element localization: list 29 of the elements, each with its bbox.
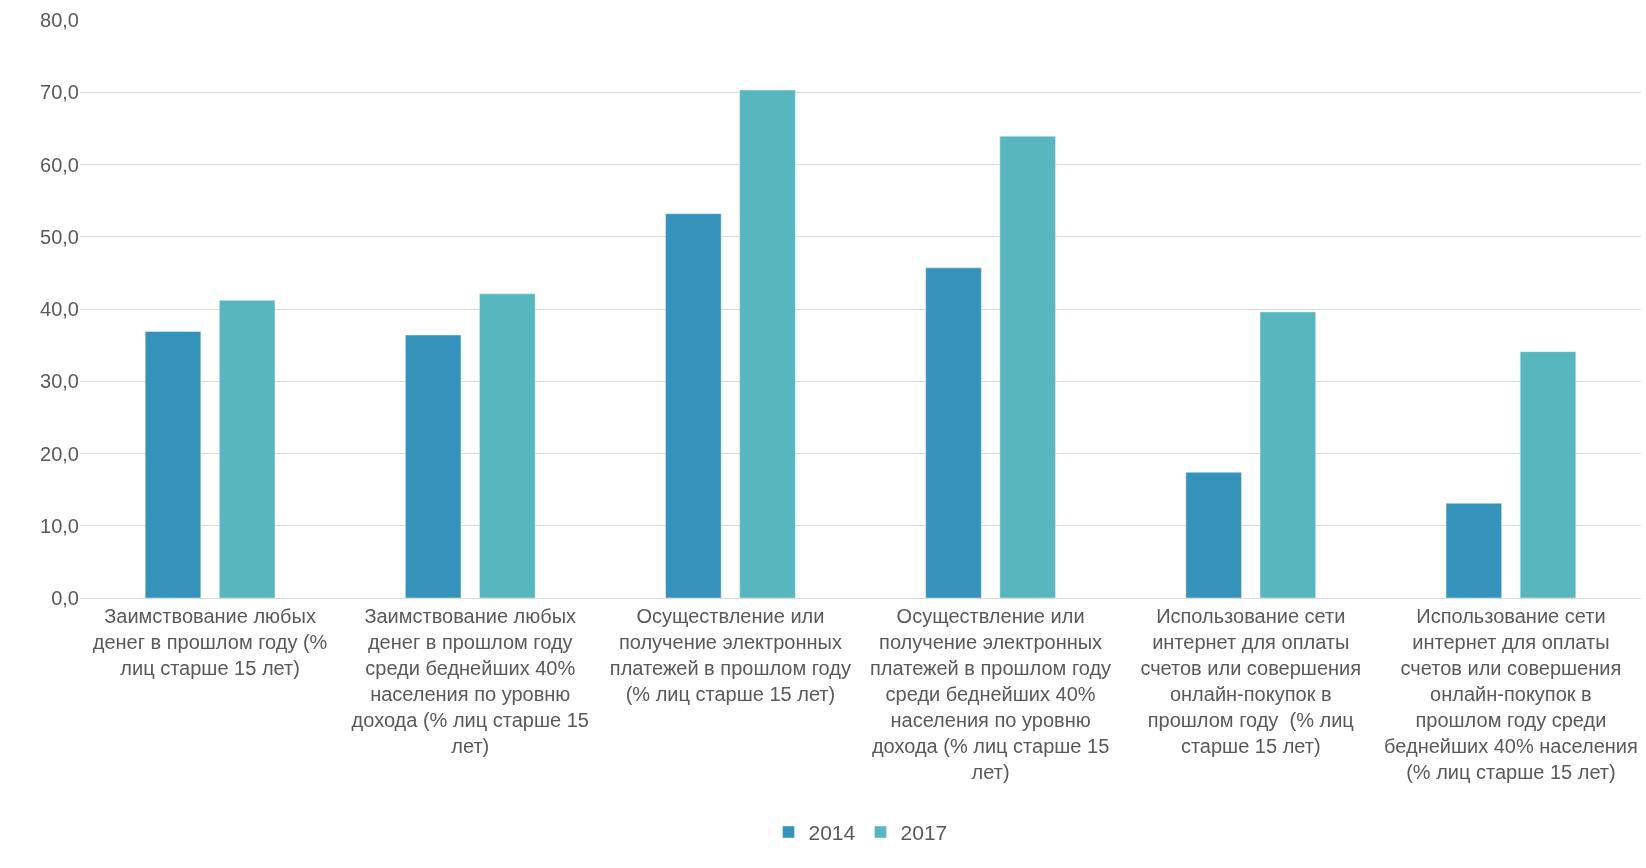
y-tick-label: 20,0 <box>40 442 79 465</box>
legend-label: 2014 <box>808 821 856 845</box>
x-tick-label: Осуществление или получение электронных платежей в прошлом году среди беднейших 40% населения по уровню дохода (% лиц старше 15 лет) <box>870 605 1112 783</box>
x-tick-label: Заимствование любых денег в прошлом году (% лиц старше 15 лет) <box>92 605 328 679</box>
bar <box>925 267 982 598</box>
y-tick-label: 80,0 <box>40 9 79 31</box>
y-tick-label: 40,0 <box>40 298 79 320</box>
bar <box>144 331 202 598</box>
bar <box>665 213 722 598</box>
bar <box>1445 503 1502 598</box>
y-tick-label: 70,0 <box>40 81 79 104</box>
bar <box>405 334 462 598</box>
y-tick-label: 10,0 <box>40 514 79 537</box>
y-tick-label: 30,0 <box>40 370 79 393</box>
x-tick-label: Осуществление или получение электронных платежей в прошлом году (% лиц старше 15 лет) <box>609 605 851 705</box>
y-tick-label: 50,0 <box>40 225 79 248</box>
bar <box>1185 472 1242 598</box>
bar <box>219 300 276 598</box>
legend-label: 2017 <box>900 821 948 845</box>
bar <box>1259 311 1316 598</box>
x-tick-label: Использование сети интернет для оплаты счетов или совершения онлайн-покупок в прошлом году среди беднейших 40% населения (% лиц старше 15 лет) <box>1384 605 1638 783</box>
bar <box>999 136 1056 598</box>
bar <box>739 89 796 598</box>
bar <box>479 293 536 598</box>
y-tick-label: 60,0 <box>40 153 79 176</box>
x-tick-label: Заимствование любых денег в прошлом году среди беднейших 40% населения по уровню дохода (% лиц старше 15 лет) <box>351 605 589 757</box>
x-tick-label: Использование сети интернет для оплаты счетов или совершения онлайн-покупок в прошлом году (% лиц старше 15 лет) <box>1140 605 1362 757</box>
bar <box>1519 351 1577 598</box>
y-tick-label: 0,0 <box>51 587 79 609</box>
